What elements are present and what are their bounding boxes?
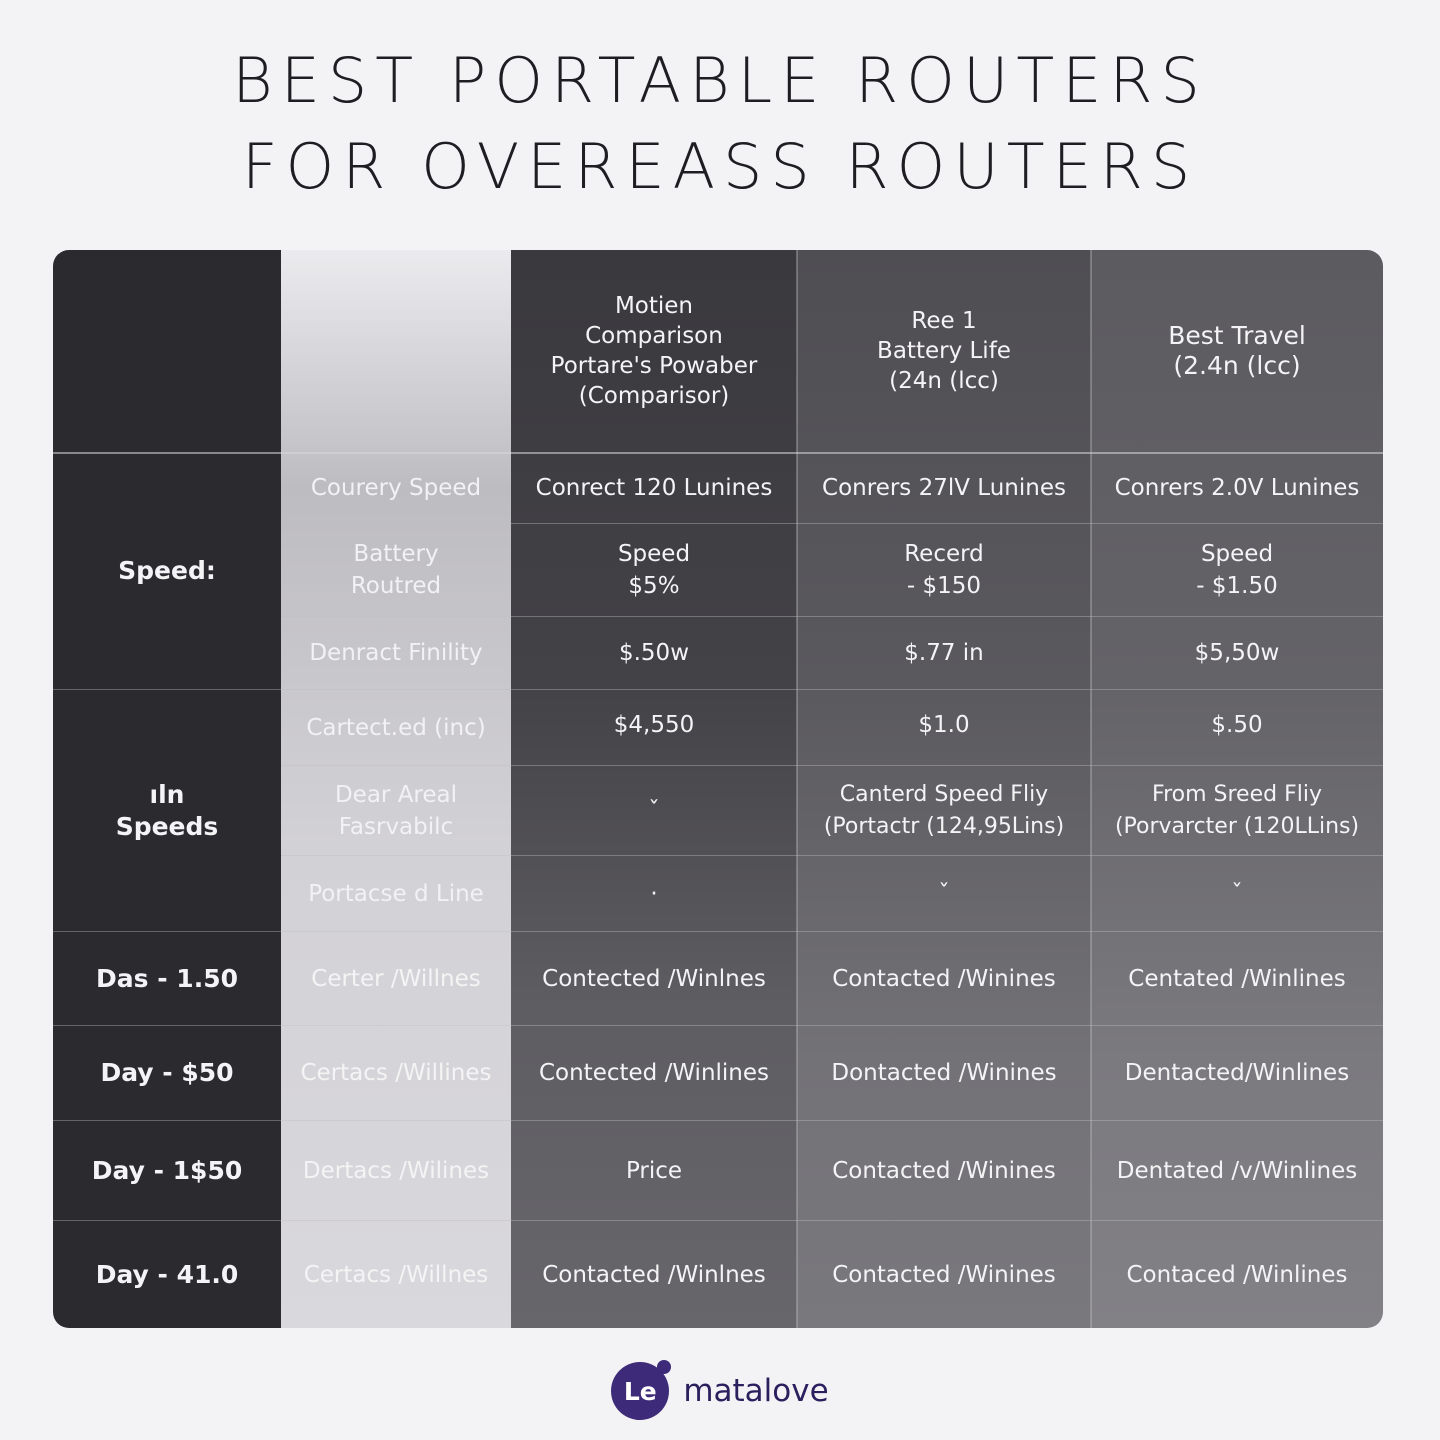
page-title-line-2: FOR OVEREASS ROUTERS	[241, 130, 1199, 203]
table-cell: ˇ	[1231, 880, 1243, 907]
table-cell: $1.0	[918, 712, 970, 738]
row-divider	[53, 689, 1383, 690]
table-cell: Recerd - $150	[904, 541, 984, 599]
sub-label: Denract Finility	[309, 640, 483, 666]
sub-label: Certer /Willnes	[311, 965, 481, 992]
table-cell: From Sreed Fliy (Porvarcter (120LLins)	[1114, 781, 1360, 839]
row-label: Day - 1$50	[91, 1155, 243, 1185]
table-cell: Contacted /Winines	[832, 965, 1056, 992]
page-title: BEST PORTABLE ROUTERS FOR OVEREASS ROUTE…	[0, 38, 1440, 210]
table-cell: Contaced /Winlines	[1126, 1261, 1348, 1288]
sub-label: Courery Speed	[310, 475, 482, 501]
table-cell: ˇ	[938, 880, 950, 907]
row-divider	[53, 931, 1383, 932]
row-divider	[53, 1220, 1383, 1221]
table-cell: Centated /Winlines	[1128, 965, 1346, 992]
table-cell: Contacted /Winines	[832, 1261, 1056, 1288]
column-header-3: Best Travel (2.4n (lcc)	[1168, 321, 1306, 380]
column-header-1: Motien Comparison Portare's Powabеr (Com…	[550, 293, 758, 409]
row-divider	[53, 452, 1383, 454]
column-divider	[1090, 250, 1092, 1328]
product-column-2	[797, 250, 1091, 1328]
table-cell: Conrers 27lV Lunines	[822, 475, 1066, 501]
sub-label-column	[281, 250, 511, 1328]
product-column-1	[511, 250, 797, 1328]
sub-label: Cartect.ed (inc)	[306, 714, 486, 741]
table-cell: $5,50w	[1194, 640, 1280, 666]
row-divider	[53, 1025, 1383, 1026]
table-cell: $.50	[1211, 712, 1263, 738]
sub-label: Certacs /Willines	[300, 1060, 492, 1086]
brand-name: matalove	[683, 1373, 829, 1409]
comparison-table: Motien Comparison Portare's Powabеr (Com…	[53, 250, 1383, 1328]
table-cell: Contected /Winlnes	[542, 965, 766, 992]
column-divider	[796, 250, 798, 1328]
table-cell: Canterd Speed Fliy (Portactr (124,95Lins…	[823, 781, 1065, 839]
row-label: Day - $50	[100, 1058, 234, 1087]
table-cell: Speed $5%	[617, 541, 691, 599]
brand-logo: Le matalove	[0, 1360, 1440, 1420]
row-divider	[281, 523, 1383, 524]
sub-label: Certacs /Willnes	[303, 1261, 489, 1288]
table-cell: Conrers 2.0V Lunines	[1114, 475, 1360, 501]
table-cell: ·	[650, 880, 658, 907]
row-divider	[53, 1120, 1383, 1121]
table-cell: Contacted /Winines	[832, 1157, 1056, 1184]
table-cell: $.77 in	[904, 640, 984, 666]
sub-label: Battery Routred	[350, 541, 442, 599]
row-label: Das - 1.50	[96, 963, 238, 993]
row-label: Day - 41.0	[95, 1259, 239, 1289]
product-column-3	[1091, 250, 1383, 1328]
table-cell: $4,550	[613, 712, 695, 738]
table-cell: Dentacted/Winlines	[1124, 1060, 1350, 1086]
table-cell: Dontacted /Winines	[831, 1060, 1057, 1086]
table-cell: Speed - $1.50	[1196, 541, 1278, 599]
row-divider	[281, 855, 1383, 856]
table-cell: Price	[625, 1157, 683, 1184]
row-divider	[281, 616, 1383, 617]
table-cell: Contacted /Winlnes	[542, 1261, 766, 1288]
column-header-2: Ree 1 Battery Life (24n (lcc)	[877, 308, 1011, 394]
table-cell: ˇ	[648, 797, 660, 824]
sub-label: Portacse d Line	[308, 880, 484, 907]
brand-mark-icon: Le	[611, 1360, 672, 1420]
table-cell: $.50w	[618, 640, 690, 666]
page-title-line-1: BEST PORTABLE ROUTERS	[232, 44, 1208, 117]
table-cell: Dentated /v/Winlines	[1116, 1157, 1358, 1184]
sub-label: Dertacs /Wilines	[302, 1157, 490, 1184]
table-cell: Contected /Winlines	[538, 1060, 770, 1086]
table-cell: Conrect 120 Lunines	[535, 475, 773, 501]
sub-label: Dear Areal Fasrvabilc	[334, 781, 458, 840]
group-label-speed: Speed:	[118, 556, 216, 585]
row-divider	[281, 765, 1383, 766]
group-label-speeds: ıln Speeds	[115, 779, 219, 841]
row-label-column	[53, 250, 281, 1328]
